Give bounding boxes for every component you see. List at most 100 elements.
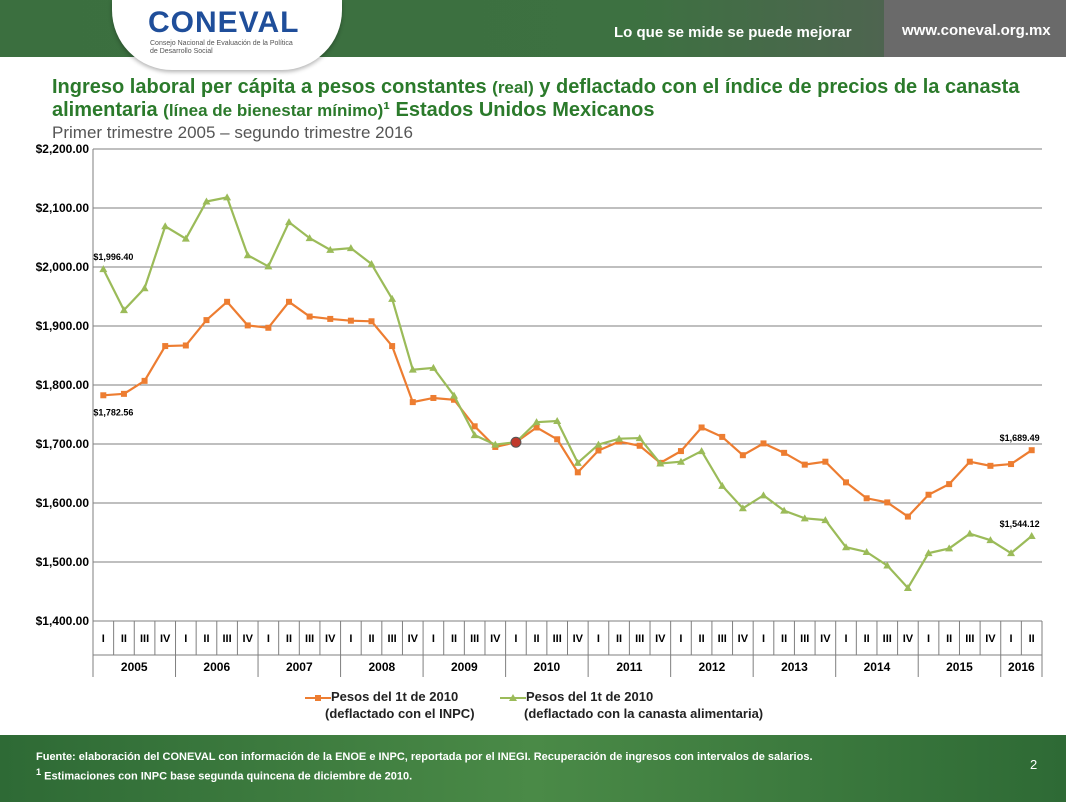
data-point (1027, 531, 1036, 539)
data-point (863, 495, 870, 502)
data-point (203, 317, 210, 324)
title-text-2: (real) (492, 78, 534, 97)
y-tick-label: $1,400.00 (36, 614, 90, 628)
quarter-label: III (223, 633, 232, 645)
legend-inpc: Pesos del 1t de 2010 (deflactado con el … (305, 688, 475, 722)
year-label: 2013 (781, 660, 808, 674)
quarter-label: IV (160, 633, 171, 645)
quarter-label: I (1010, 633, 1013, 645)
data-point (738, 504, 747, 512)
data-point (987, 462, 994, 469)
data-point (656, 459, 665, 467)
quarter-label: I (844, 633, 847, 645)
data-point (327, 315, 334, 322)
data-point (224, 298, 231, 305)
data-point (100, 392, 107, 399)
quarter-label: I (267, 633, 270, 645)
website-link[interactable]: www.coneval.org.mx (902, 22, 1051, 39)
data-point (326, 245, 335, 253)
data-point (719, 433, 726, 440)
slogan: Lo que se mide se puede mejorar (614, 24, 852, 41)
quarter-label: III (883, 633, 892, 645)
quarter-label: II (1029, 633, 1035, 645)
data-point (451, 396, 458, 403)
data-point (409, 399, 416, 406)
quarter-label: II (616, 633, 622, 645)
data-point (347, 317, 354, 324)
quarter-label: I (184, 633, 187, 645)
logo-area[interactable]: CONEVAL Consejo Nacional de Evaluación d… (112, 0, 342, 70)
coneval-logo: CONEVAL (148, 6, 300, 39)
data-point (408, 365, 417, 373)
data-point (739, 452, 746, 459)
data-point (533, 424, 540, 431)
data-point (141, 377, 148, 384)
quarter-label: III (305, 633, 314, 645)
data-point (718, 481, 727, 489)
data-point (862, 547, 871, 555)
quarter-label: IV (573, 633, 584, 645)
data-point (822, 458, 829, 465)
quarter-label: II (203, 633, 209, 645)
year-label: 2011 (616, 660, 642, 674)
y-tick-label: $2,000.00 (36, 260, 90, 274)
data-point (760, 440, 767, 447)
data-point (821, 516, 830, 524)
quarter-label: II (946, 633, 952, 645)
data-point (243, 251, 252, 259)
y-tick-label: $1,900.00 (36, 319, 90, 333)
data-point (800, 514, 809, 522)
quarter-label: II (533, 633, 539, 645)
data-label: $1,996.40 (93, 252, 133, 262)
data-point (140, 284, 149, 292)
data-point (553, 416, 562, 424)
y-tick-label: $2,200.00 (36, 142, 90, 156)
quarter-label: II (121, 633, 127, 645)
data-point (843, 479, 850, 486)
quarter-label: II (699, 633, 705, 645)
year-label: 2009 (451, 660, 478, 674)
data-point (636, 442, 643, 449)
quarter-label: III (965, 633, 974, 645)
year-label: 2010 (534, 660, 561, 674)
quarter-label: IV (243, 633, 254, 645)
data-label: $1,689.49 (1000, 433, 1040, 443)
data-point (965, 529, 974, 537)
quarter-label: IV (738, 633, 749, 645)
data-point (202, 197, 211, 205)
data-point (285, 298, 292, 305)
legend-triangle-marker-icon (500, 693, 526, 701)
year-label: 2014 (864, 660, 891, 674)
legend-square-marker-icon (305, 694, 331, 701)
quarter-label: IV (985, 633, 996, 645)
year-label: 2006 (203, 660, 230, 674)
data-point (946, 481, 953, 488)
quarter-label: IV (490, 633, 501, 645)
year-label: 2016 (1008, 660, 1035, 674)
quarter-label: IV (903, 633, 914, 645)
data-point (265, 324, 272, 331)
data-point (119, 306, 128, 314)
data-point (924, 549, 933, 557)
data-point (573, 458, 582, 466)
legend-canasta-line1: Pesos del 1t de 2010 (526, 689, 654, 704)
quarter-label: III (470, 633, 479, 645)
quarter-label: I (762, 633, 765, 645)
legend-inpc-line1: Pesos del 1t de 2010 (331, 689, 459, 704)
page-title: Ingreso laboral per cápita a pesos const… (52, 76, 1052, 122)
quarter-label: IV (325, 633, 336, 645)
quarter-label: III (800, 633, 809, 645)
title-text-3: y deflactado con el índice de precios de… (52, 76, 1020, 121)
data-point (883, 561, 892, 569)
footer: Fuente: elaboración del CONEVAL con info… (0, 735, 1066, 802)
data-point (430, 394, 437, 401)
data-point (182, 342, 189, 349)
y-tick-label: $2,100.00 (36, 201, 90, 215)
data-point (615, 434, 624, 442)
data-point (781, 449, 788, 456)
data-point (801, 461, 808, 468)
data-point (99, 265, 108, 273)
data-point (1008, 461, 1015, 468)
title-text-5: ¹ Estados Unidos Mexicanos (383, 99, 655, 121)
footnote-mark: 1 (36, 767, 42, 777)
